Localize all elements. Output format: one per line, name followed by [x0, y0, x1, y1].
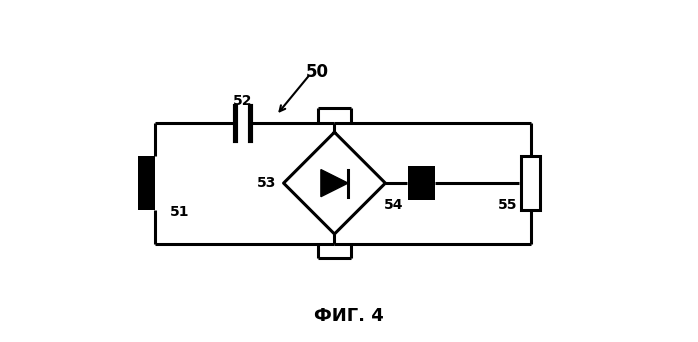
Bar: [408, 166, 435, 200]
Text: 53: 53: [257, 176, 276, 190]
Text: 50: 50: [306, 63, 329, 81]
Text: 54: 54: [384, 198, 403, 212]
Text: ФИГ. 4: ФИГ. 4: [314, 307, 384, 325]
Bar: [521, 156, 540, 210]
Text: 55: 55: [498, 198, 517, 212]
Polygon shape: [321, 170, 348, 197]
Text: 51: 51: [170, 205, 189, 219]
Bar: [138, 156, 155, 210]
Text: 52: 52: [232, 94, 252, 108]
